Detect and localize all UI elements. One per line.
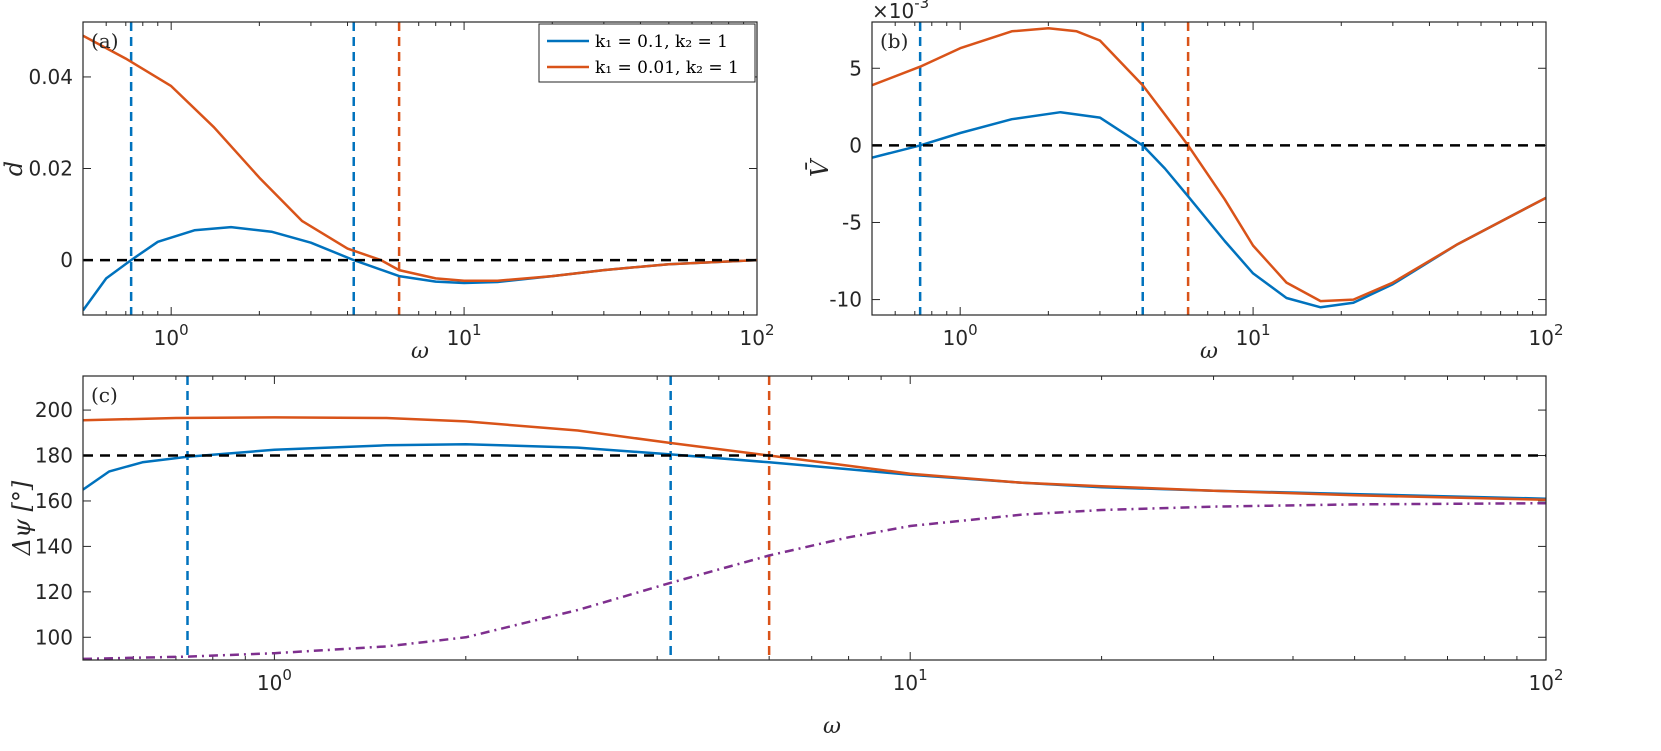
x-tick-label-exp: 2 — [765, 321, 775, 339]
x-tick-label-base: 10 — [740, 326, 765, 350]
y-axis-label: Δψ [°] — [8, 480, 36, 556]
x-tick-label: 101 — [893, 666, 928, 695]
y-tick-label: 0.04 — [28, 65, 73, 89]
x-tick-label-exp: 0 — [968, 321, 978, 339]
y-tick-label: 140 — [35, 534, 73, 558]
y-tick-label: -5 — [842, 210, 862, 234]
y-tick-label: 0 — [849, 133, 862, 157]
x-tick-label-base: 10 — [1236, 326, 1261, 350]
y-tick-label: 5 — [849, 56, 862, 80]
x-axis-label: ω — [1200, 339, 1218, 364]
plot-area — [872, 22, 1546, 315]
x-tick-label: 102 — [740, 321, 775, 350]
x-tick-label: 100 — [257, 666, 292, 695]
series-line-0 — [872, 110, 1546, 309]
x-tick-label-exp: 2 — [1554, 321, 1564, 339]
exponent-label: ×10-3 — [872, 0, 929, 23]
x-tick-label-base: 10 — [1529, 671, 1554, 695]
series-line-2 — [83, 501, 1546, 660]
axes-box — [82, 21, 758, 316]
x-tick-label: 100 — [154, 321, 189, 350]
x-tick-label-base: 10 — [893, 671, 918, 695]
legend-entry: k₁ = 0.01, k₂ = 1 — [595, 58, 739, 78]
series-line-1 — [83, 34, 757, 282]
x-tick-label-exp: 1 — [918, 666, 928, 684]
x-axis-label: ω — [823, 714, 841, 739]
x-tick-label-exp: 0 — [179, 321, 189, 339]
panel-label: (a) — [91, 29, 119, 53]
axes-box — [871, 21, 1547, 316]
legend: k₁ = 0.1, k₂ = 1 k₁ = 0.01, k₂ = 1 — [538, 23, 756, 83]
x-tick-label: 102 — [1529, 666, 1564, 695]
y-axis-label: d — [0, 161, 28, 176]
x-axis-label: ω — [411, 339, 429, 364]
panel-label: (b) — [880, 29, 908, 53]
y-tick-label: 100 — [35, 625, 73, 649]
y-tick-label: -10 — [829, 288, 862, 312]
exponent-label-exp: -3 — [914, 0, 929, 12]
series-line-1 — [872, 26, 1546, 303]
x-tick-label-exp: 1 — [472, 321, 482, 339]
x-tick-label-base: 10 — [943, 326, 968, 350]
legend-box — [538, 23, 756, 83]
legend-entry: k₁ = 0.1, k₂ = 1 — [595, 32, 728, 52]
plot-area — [83, 376, 1546, 660]
x-tick-label: 102 — [1529, 321, 1564, 350]
y-tick-label: 160 — [35, 489, 73, 513]
x-tick-label-base: 10 — [154, 326, 179, 350]
x-tick-label-base: 10 — [257, 671, 282, 695]
y-tick-label: 180 — [35, 444, 73, 468]
y-tick-label: 120 — [35, 580, 73, 604]
exponent-label-base: ×10 — [872, 0, 914, 23]
y-tick-label: 0.02 — [28, 157, 73, 181]
x-tick-label: 101 — [447, 321, 482, 350]
y-tick-label: 0 — [60, 248, 73, 272]
axes-box — [82, 375, 1547, 661]
x-tick-label-base: 10 — [447, 326, 472, 350]
x-tick-label-exp: 2 — [1554, 666, 1564, 684]
x-tick-label: 100 — [943, 321, 978, 350]
x-tick-label: 101 — [1236, 321, 1271, 350]
x-tick-label-exp: 1 — [1261, 321, 1271, 339]
x-tick-label-base: 10 — [1529, 326, 1554, 350]
x-tick-label-exp: 0 — [282, 666, 292, 684]
y-axis-label: V̄ — [806, 157, 834, 177]
y-tick-label: 200 — [35, 398, 73, 422]
panel-label: (c) — [91, 383, 118, 407]
panel-b: 100 101 102-10-505(b)ωV̄×10-3 — [806, 0, 1564, 364]
